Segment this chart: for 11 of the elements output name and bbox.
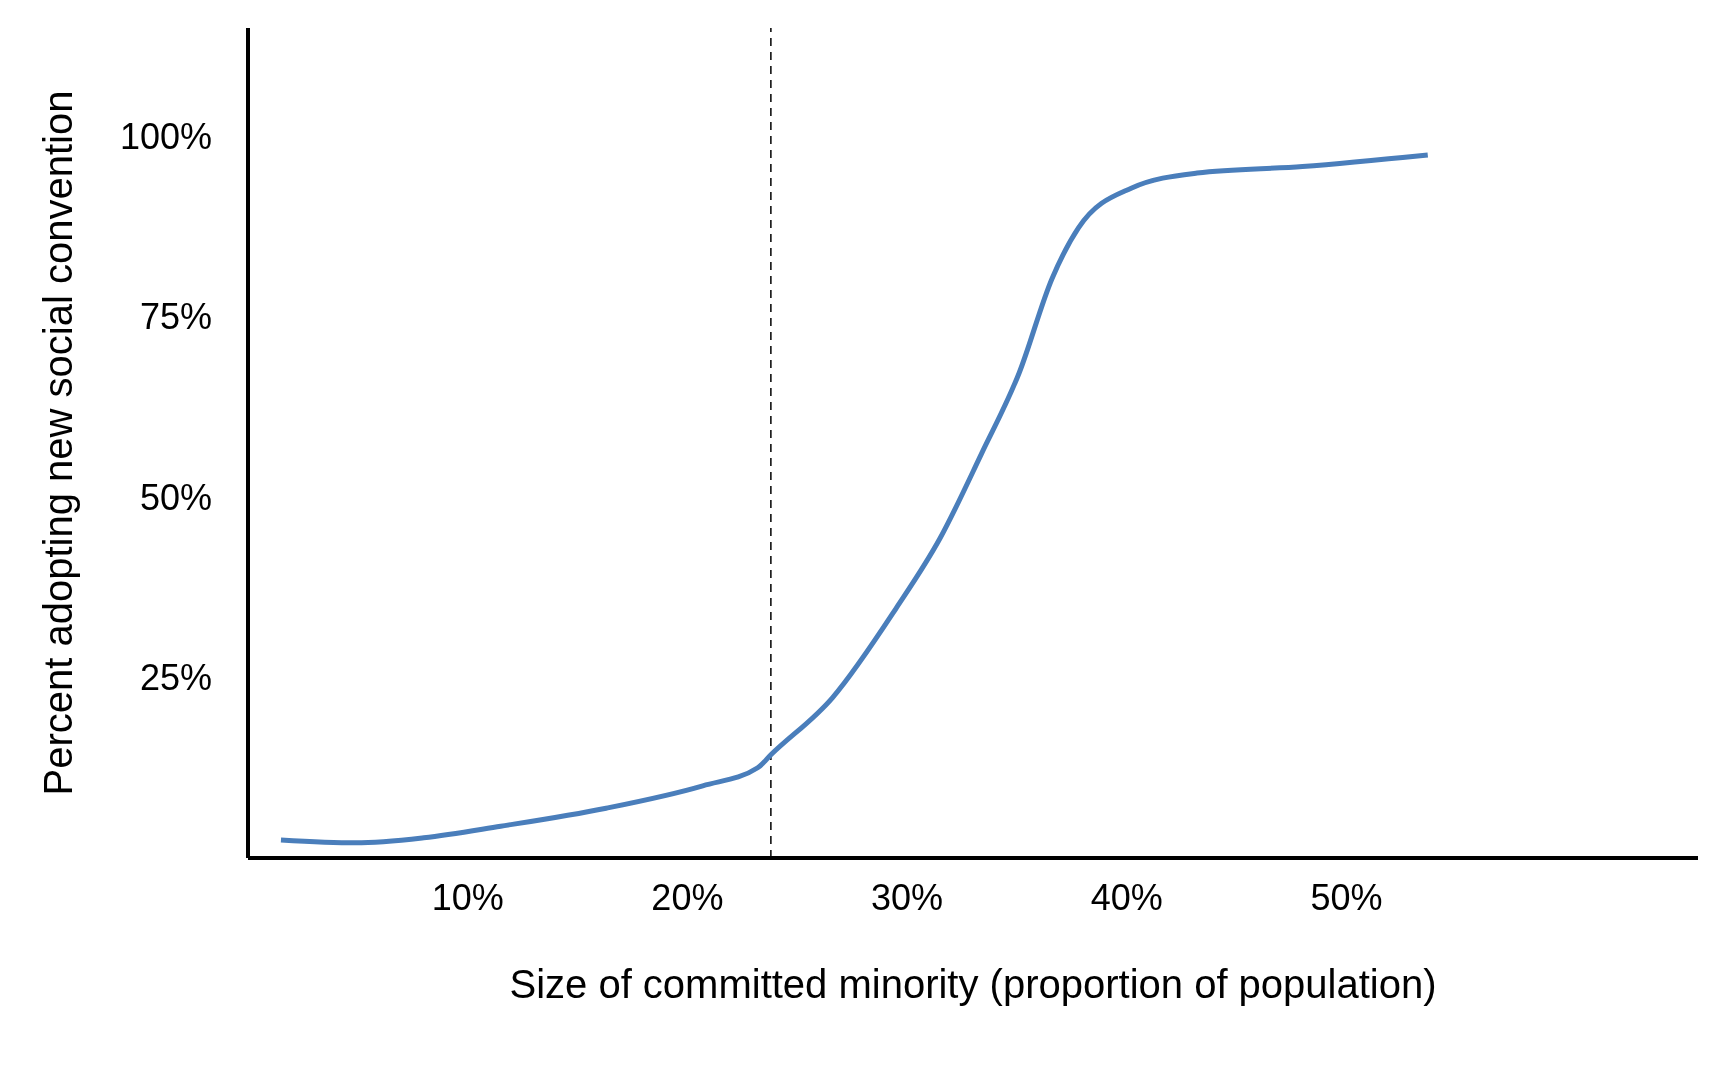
y-tick-label: 75% xyxy=(139,296,212,338)
x-tick-label: 50% xyxy=(1310,876,1383,918)
x-axis-title: Size of committed minority (proportion of population) xyxy=(509,962,1437,1006)
x-tick-label: 20% xyxy=(651,876,724,918)
x-tick-label: 10% xyxy=(431,876,504,918)
y-axis-title: Percent adopting new social convention xyxy=(36,90,81,796)
y-tick-label: 50% xyxy=(139,476,212,518)
x-tick-label: 40% xyxy=(1090,876,1163,918)
y-tick-label: 25% xyxy=(139,657,212,699)
y-tick-label: 100% xyxy=(119,116,212,158)
x-tick-label: 30% xyxy=(871,876,944,918)
